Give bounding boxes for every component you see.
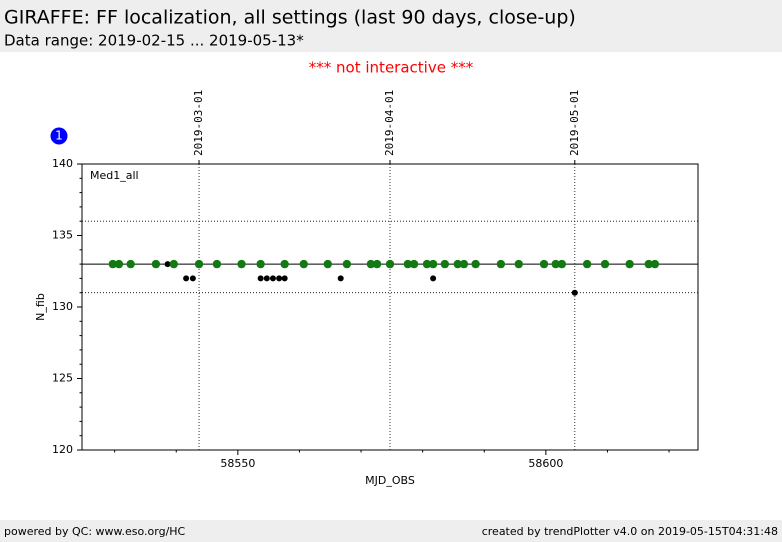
date-label: 2019-05-01 [568,90,581,156]
point [269,275,276,282]
point [471,259,480,269]
y-axis-label: N_fib [34,293,47,321]
notice: *** not interactive *** [309,59,474,77]
point [650,259,660,269]
point [263,275,270,282]
point [440,259,450,269]
point [551,259,560,269]
point [276,275,283,282]
y-tick-label: 125 [52,372,73,385]
point [281,275,288,282]
point [323,259,332,269]
date-label: 2019-04-01 [383,90,396,156]
point [237,259,246,269]
point [459,259,469,269]
point [571,289,578,296]
point [194,259,204,269]
header-band [0,0,782,52]
point [164,261,171,268]
point [337,275,344,282]
point [366,259,376,269]
y-tick-label: 140 [52,157,73,170]
badge-circle [50,127,68,145]
point [557,259,567,269]
point [342,259,352,269]
page-title: GIRAFFE: FF localization, all settings (… [4,7,576,29]
y-tick-label: 135 [52,229,73,242]
y-tick-label: 130 [52,300,73,313]
footer-band [0,520,782,542]
point [114,259,124,269]
point [256,259,265,269]
x-axis-label: MJD_OBS [365,474,415,487]
date-label: 2019-03-01 [192,90,205,156]
point [428,259,438,269]
point [385,259,395,269]
point [430,275,437,282]
point [539,259,549,269]
point [212,259,222,269]
point [280,259,289,269]
point [183,275,190,282]
y-tick-label: 120 [52,443,73,456]
point [299,259,308,269]
footer-left: powered by QC: www.eso.org/HC [4,525,186,538]
point [126,259,135,269]
point [625,259,634,269]
point [169,259,178,269]
point [422,259,432,269]
page-subtitle: Data range: 2019-02-15 ... 2019-05-13* [4,32,304,50]
annotation: Med1_all [90,169,139,182]
point [151,259,161,269]
point [582,259,592,269]
point [644,259,653,269]
point [496,259,506,269]
point [453,259,462,269]
x-tick-label: 58550 [220,457,255,470]
point [403,259,413,269]
badge-label: 1 [55,129,63,143]
point [372,259,382,269]
point [409,259,419,269]
point [189,275,196,282]
footer-right: created by trendPlotter v4.0 on 2019-05-… [482,525,778,538]
x-tick-label: 58600 [528,457,563,470]
point [257,275,264,282]
point [514,259,523,269]
point [600,259,610,269]
point [108,259,118,269]
